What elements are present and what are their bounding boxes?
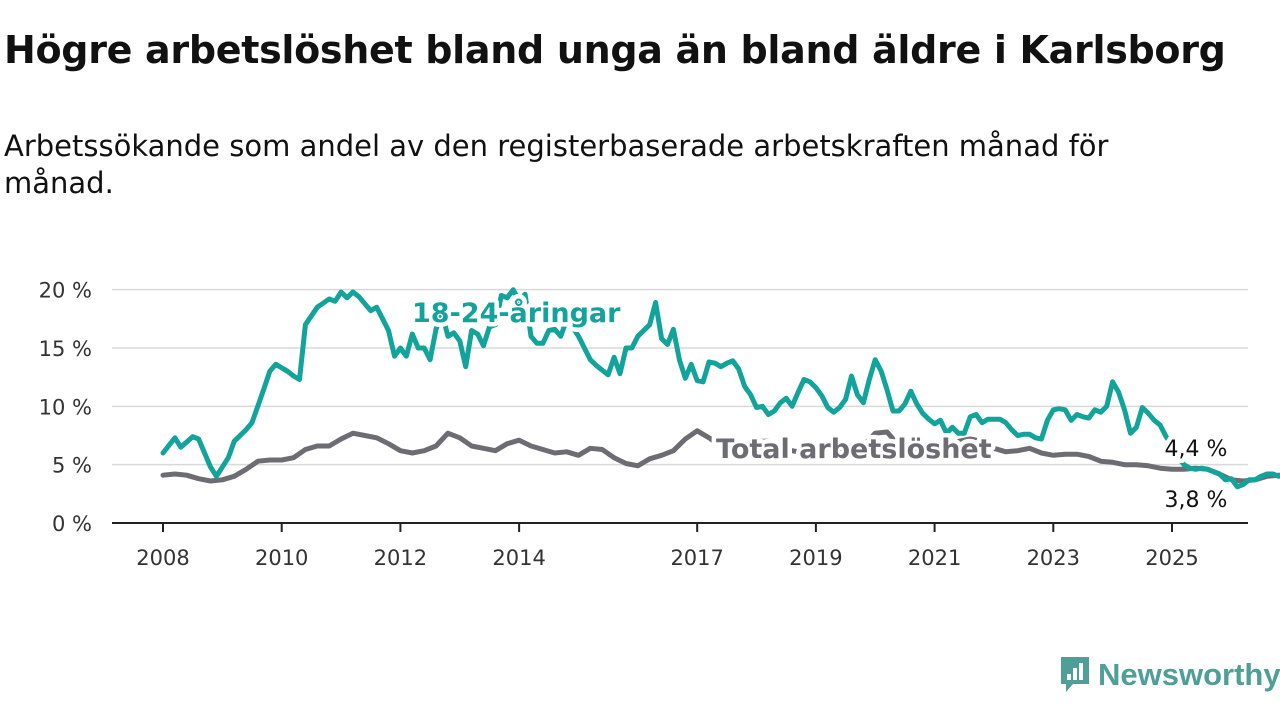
newsworthy-logo-icon: [1061, 657, 1089, 692]
end-label-total: 3,8 %: [1165, 488, 1228, 513]
x-tick-label: 2008: [136, 546, 189, 570]
series-line: [160, 287, 1280, 490]
chart-title: Högre arbetslöshet bland unga än bland ä…: [4, 28, 1226, 72]
x-tick-label: 2023: [1027, 546, 1080, 570]
series-labels: 18-24-åringar Total arbetslöshet 4,4 % 3,8 …: [408, 293, 1232, 518]
series-label-youth: 18-24-åringar: [412, 297, 621, 329]
series-label-total: Total arbetslöshet: [716, 434, 992, 465]
newsworthy-logo: Newsworthy: [1058, 655, 1280, 695]
x-tick-label: 2025: [1145, 546, 1198, 570]
y-tick-label: 20 %: [39, 279, 92, 303]
y-tick-label: 10 %: [39, 395, 92, 419]
brand-name: Newsworthy: [1098, 657, 1280, 692]
y-tick-label: 0 %: [52, 512, 92, 536]
x-tick-label: 2019: [789, 546, 842, 570]
series-lines: [160, 287, 1280, 490]
end-label-youth: 4,4 %: [1165, 437, 1228, 462]
x-tick-label: 2014: [492, 546, 545, 570]
y-tick-label: 15 %: [39, 337, 92, 361]
x-axis-ticks: 2008 2010 2012 2014 2017 2019 2021 2023 2025: [136, 523, 1199, 570]
x-tick-label: 2021: [908, 546, 961, 570]
chart-subtitle: Arbetssökande som andel av den registerb…: [4, 129, 1109, 201]
x-tick-label: 2012: [374, 546, 427, 570]
x-tick-label: 2010: [255, 546, 308, 570]
y-axis-ticks: 0 % 5 % 10 % 15 % 20 %: [39, 279, 92, 536]
line-chart: 0 %5 %10 %15 %20 % 2008 2010 2012 2014 2017 2…: [39, 279, 1280, 570]
y-gridlines: [112, 288, 1248, 466]
y-tick-label: 5 %: [52, 454, 92, 478]
x-tick-label: 2017: [670, 546, 723, 570]
